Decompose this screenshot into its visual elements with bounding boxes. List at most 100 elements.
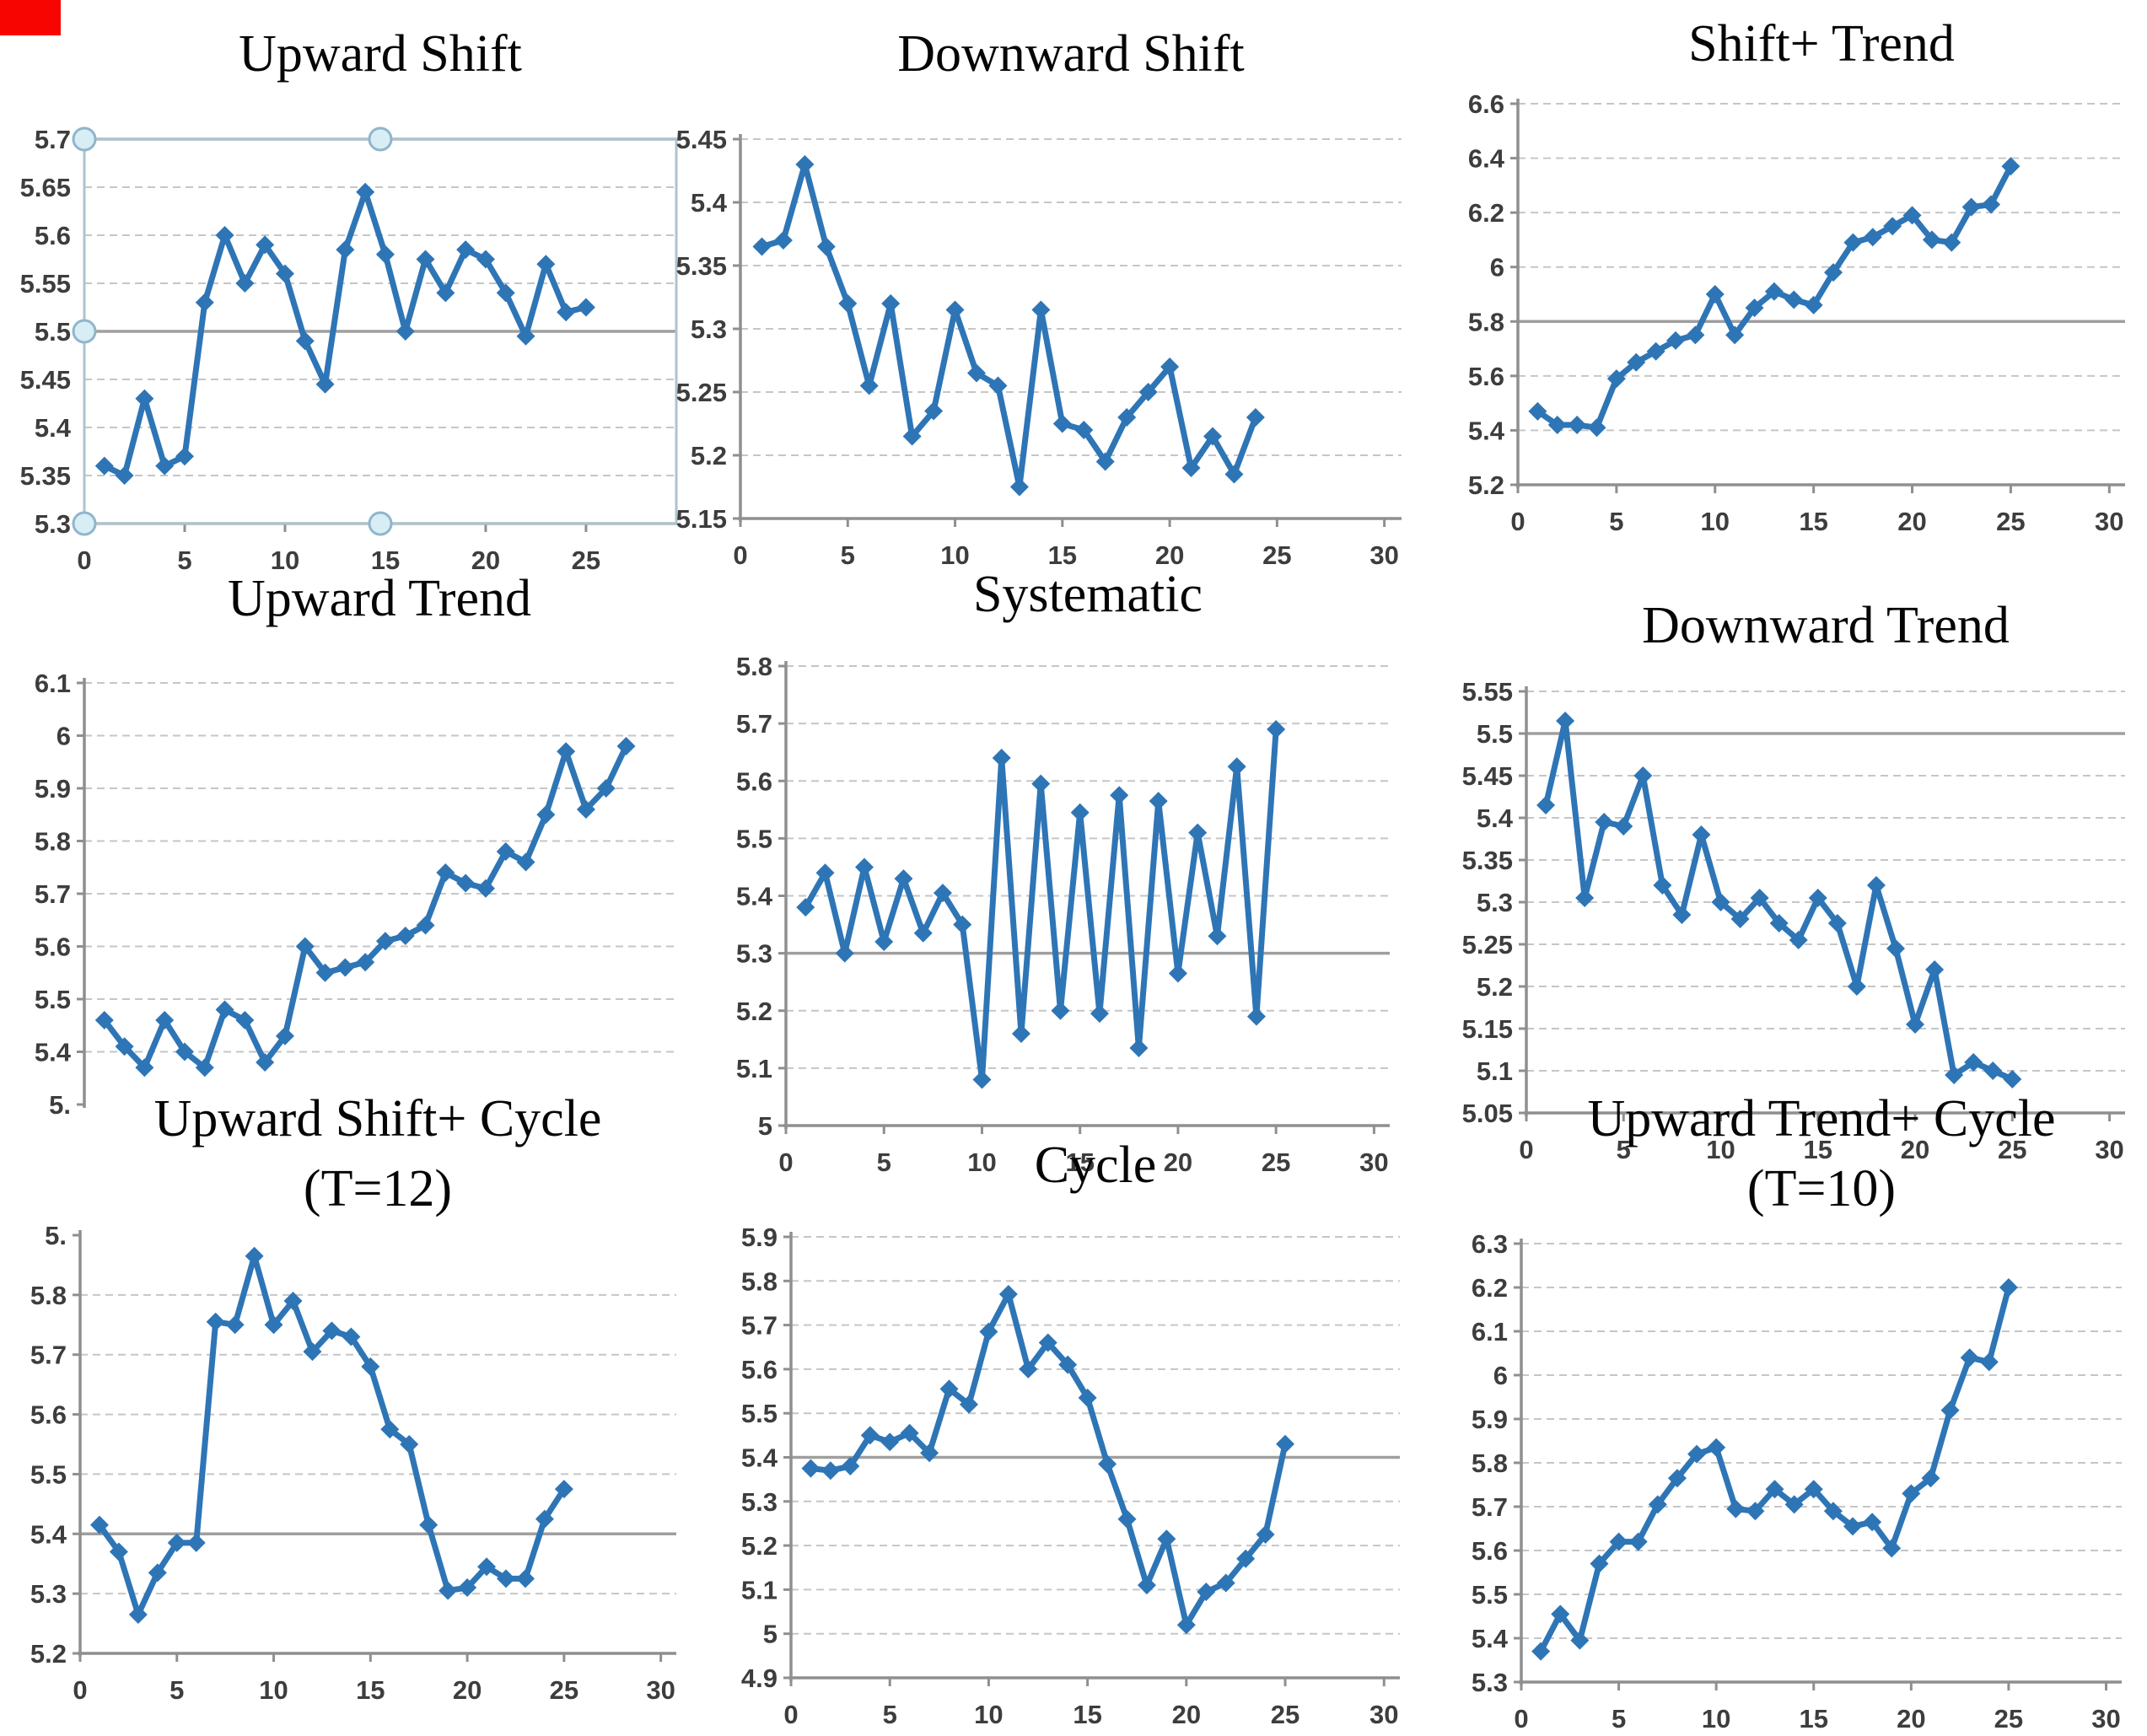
series-line [1537,1284,2012,1655]
y-tick-label: 5.7 [35,125,71,154]
chart-downward-trend[interactable]: Downward Trend 5.55 5.5 5.45 5.4 5.35 5.3 5.25… [1427,582,2147,1179]
data-point-marker [1051,1001,1070,1020]
chart-downward-shift[interactable]: Downward Shift 5.45 5.4 5.35 5.3 5.25 5.2 5.15… [641,8,1417,603]
x-tick-label: 0 [73,1675,87,1705]
y-tick-label: 5. [45,1221,67,1250]
data-point-marker [894,869,913,889]
x-tick-label: 10 [967,1147,996,1177]
y-tick-label: 5.9 [1472,1405,1508,1434]
data-point-marker [275,264,294,283]
data-point-marker [275,1026,294,1045]
y-tick-label: 6.3 [1472,1229,1508,1259]
data-point-marker [342,1327,361,1346]
data-point-marker [1653,876,1672,895]
y-tick-label: 5.3 [1472,1668,1508,1697]
y-tick-label: 5.8 [35,827,71,857]
data-point-marker [1197,1583,1216,1602]
y-tick-label: 5.6 [741,1355,778,1384]
data-point-marker [1921,1469,1940,1488]
chart-title: Systematic [972,566,1203,623]
data-point-marker [1843,1517,1862,1536]
data-point-marker [1138,383,1158,401]
y-tick-label: 5.2 [1477,972,1513,1002]
chart-shift-trend[interactable]: Shift+ Trend 6.6 6.4 6.2 6 5.8 5.6 5.4 5.2 0 5 10 1… [1427,0,2147,586]
data-point-marker [476,250,495,269]
data-point-marker [1784,1495,1804,1514]
data-point-marker [1863,228,1882,247]
chart-upward-trend-cycle[interactable]: Upward Trend+ Cycle (T=10) 6.3 6.2 6.1 6 5.9… [1427,1083,2147,1736]
y-tick-label: 5.05 [1462,1099,1513,1128]
upward-shift-cycle-plot: 5. 5.8 5.7 5.6 5.5 5.4 5.3 5.20 5 10 15 20 25 30 [30,1221,676,1705]
y-tick-label: 5.5 [1472,1580,1508,1610]
data-point-marker [1707,1438,1726,1457]
y-tick-label: 5.2 [691,441,727,470]
selection-handle[interactable] [72,126,97,152]
x-tick-label: 0 [77,546,91,575]
chart-upward-trend[interactable]: Upward Trend 6.1 6 5.9 5.8 5.7 5.6 5.5 5.4 5. [0,556,717,1132]
data-point-marker [1224,465,1244,484]
data-point-marker [215,1000,234,1019]
data-point-marker [1942,233,1961,252]
data-point-marker [616,737,636,755]
y-tick-label: 5.8 [1472,1448,1508,1478]
y-tick-label: 5.4 [1472,1624,1509,1653]
y-tick-label: 6.2 [1472,1273,1508,1303]
x-tick-label: 5 [1617,1135,1631,1164]
selection-handle[interactable] [368,511,393,536]
data-point-marker [945,300,965,320]
data-point-marker [967,363,986,383]
data-point-marker [186,1533,206,1552]
data-point-marker [1011,1024,1030,1043]
x-tick-label: 20 [1901,1135,1929,1164]
selection-handle[interactable] [72,319,97,344]
y-tick-label: 5.25 [676,378,727,407]
data-point-marker [175,1042,194,1061]
data-point-marker [1843,233,1863,252]
data-point-marker [215,226,234,245]
data-point-marker [1181,459,1201,477]
data-point-marker [1208,927,1227,946]
chart-upward-shift-cycle[interactable]: Upward Shift+ Cycle (T=12) 5. 5.8 5.7 5.6 5.… [0,1083,717,1736]
data-point-marker [476,879,495,898]
data-point-marker [1246,408,1265,427]
data-point-marker [1216,1573,1235,1593]
chart-systematic[interactable]: Systematic 5.8 5.7 5.6 5.5 5.4 5.3 5.2 5.1 5 0 5 10… [691,552,1417,1189]
data-point-marker [1633,766,1653,785]
data-point-marker [859,376,879,395]
chart-title: Downward Trend [1642,597,2010,654]
data-point-marker [167,1533,186,1552]
data-point-marker [1765,1480,1784,1499]
data-point-marker [880,1432,900,1452]
y-tick-label: 6.1 [35,669,71,698]
data-point-marker [576,800,595,819]
x-tick-label: 15 [1799,507,1827,536]
y-tick-label: 5.5 [736,824,772,853]
y-tick-label: 5.4 [1468,416,1505,445]
data-point-marker [436,283,455,303]
y-tick-label: 5.6 [35,932,71,962]
chart-title: Downward Shift [897,25,1245,83]
data-point-marker [1627,352,1646,372]
selection-handle[interactable] [368,126,393,152]
y-tick-label: 6.2 [1468,198,1504,228]
data-point-marker [841,1456,860,1475]
data-point-marker [1227,757,1246,777]
data-point-marker [515,1569,535,1588]
selection-handle[interactable] [72,511,97,536]
data-point-marker [2003,1070,2022,1088]
data-point-marker [1031,774,1051,793]
data-point-marker [1847,977,1866,996]
y-tick-label: 6 [56,722,71,751]
y-tick-label: 5.5 [741,1399,778,1428]
data-point-marker [1789,931,1808,949]
x-tick-label: 25 [1262,1147,1290,1177]
chart-cycle[interactable]: Cycle 5.9 5.8 5.7 5.6 5.5 5.4 5.3 5.2 5.1 5 4.9 0 5 1… [691,1130,1434,1736]
chart-title: Upward Shift+ Cycle [153,1090,602,1147]
data-point-marker [801,1459,821,1478]
y-tick-label: 5.4 [736,882,773,911]
chart-upward-shift[interactable]: Upward Shift 5.7 5.65 5.6 5.55 5.5 5.45 5.4 5.3… [0,8,717,603]
x-tick-label: 10 [259,1675,288,1705]
y-tick-label: 5.4 [1477,804,1514,833]
data-point-marker [1236,1549,1256,1568]
data-point-marker [1646,341,1665,361]
